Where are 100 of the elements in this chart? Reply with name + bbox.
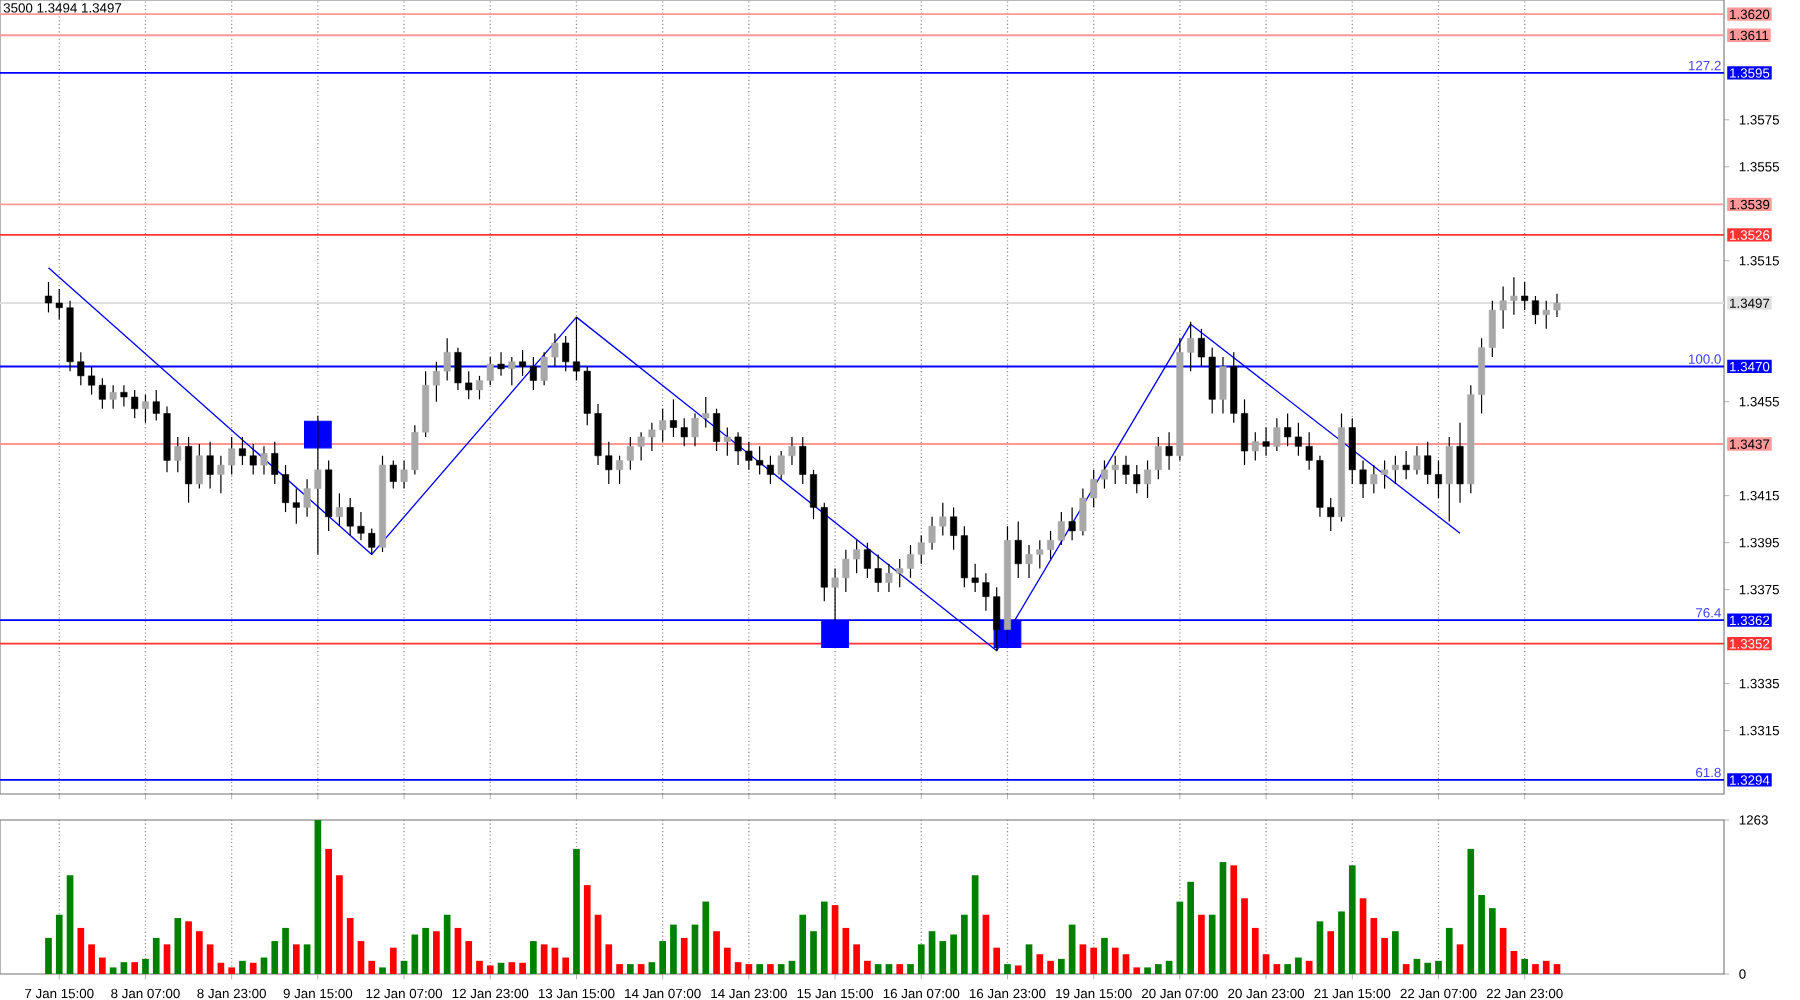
candlestick: [1068, 506, 1076, 541]
bar: [961, 914, 968, 974]
bar: [357, 941, 365, 974]
bar: [1521, 958, 1529, 974]
bar: [1424, 962, 1432, 974]
bar: [45, 937, 52, 974]
bar: [777, 964, 785, 974]
candlestick: [206, 441, 214, 490]
bar: [66, 875, 74, 974]
bar: [239, 960, 246, 974]
bar: [1025, 944, 1033, 974]
bar: [1359, 898, 1367, 974]
bar: [325, 848, 332, 974]
bar: [993, 947, 1001, 974]
bar: [1532, 964, 1539, 974]
candlestick: [325, 459, 333, 532]
bar: [540, 944, 548, 974]
bar: [1122, 954, 1130, 974]
bar: [1348, 865, 1356, 974]
bar: [346, 918, 354, 974]
bar: [1499, 927, 1507, 974]
bar: [1456, 944, 1464, 974]
candlestick: [185, 436, 193, 504]
bar: [1402, 964, 1410, 974]
bar: [573, 848, 580, 974]
bar: [1284, 964, 1291, 974]
bar: [1090, 947, 1098, 974]
bar: [142, 958, 149, 974]
bar: [745, 964, 753, 974]
bar: [1101, 937, 1108, 974]
bar: [616, 964, 623, 974]
bar: [55, 914, 63, 974]
bar: [562, 957, 570, 974]
bar: [508, 962, 516, 974]
bar: [627, 964, 634, 974]
bar: [1392, 931, 1399, 974]
candlestick: [1165, 431, 1173, 471]
bar: [292, 944, 300, 974]
bar: [1219, 862, 1227, 974]
bar: [77, 927, 85, 974]
bar: [519, 962, 526, 974]
bar: [152, 937, 160, 974]
bar: [605, 944, 613, 974]
bar: [885, 964, 893, 974]
bar: [1058, 958, 1065, 974]
candlestick: [389, 459, 397, 490]
bar: [659, 941, 667, 974]
bar: [820, 901, 828, 974]
bar: [928, 931, 936, 974]
bar: [1273, 964, 1281, 974]
bar: [1047, 960, 1054, 974]
bar: [465, 941, 473, 974]
bar: [810, 931, 817, 974]
bar: [950, 934, 957, 974]
candlestick: [1402, 450, 1410, 480]
bar: [99, 957, 106, 974]
bar: [723, 947, 731, 974]
bar: [1305, 960, 1313, 974]
bar: [131, 962, 139, 974]
candlestick: [713, 408, 721, 452]
bar: [734, 962, 742, 974]
bar: [756, 964, 763, 974]
bar: [1111, 947, 1119, 974]
bar: [680, 937, 688, 974]
bar: [1553, 964, 1561, 974]
bar: [249, 962, 257, 974]
bar: [1036, 954, 1044, 974]
bar: [939, 941, 947, 974]
bar: [1230, 865, 1238, 974]
bar: [368, 960, 376, 974]
bar: [874, 964, 882, 974]
bar: [1241, 898, 1248, 974]
bar: [422, 927, 429, 974]
bar: [1295, 957, 1302, 974]
bar: [1004, 964, 1011, 974]
bar: [799, 914, 807, 974]
bar: [389, 947, 397, 974]
candlestick: [1456, 422, 1464, 504]
bar: [637, 964, 645, 974]
bar: [831, 905, 839, 974]
bar: [648, 962, 656, 974]
bar: [583, 885, 591, 974]
bar: [443, 914, 451, 974]
bar: [1262, 954, 1270, 974]
bar: [1251, 927, 1259, 974]
bar: [670, 924, 677, 974]
bar: [120, 962, 128, 974]
bar: [1510, 950, 1518, 974]
bar: [196, 931, 203, 974]
bar: [433, 931, 440, 974]
bar: [1014, 965, 1022, 974]
bar: [971, 875, 979, 974]
bar: [1542, 960, 1550, 974]
bar: [1198, 914, 1205, 974]
bar: [1079, 944, 1087, 974]
bar: [1154, 964, 1162, 974]
bar: [1467, 848, 1475, 974]
bar: [853, 944, 860, 974]
bar: [109, 967, 117, 974]
bar: [1208, 914, 1216, 974]
